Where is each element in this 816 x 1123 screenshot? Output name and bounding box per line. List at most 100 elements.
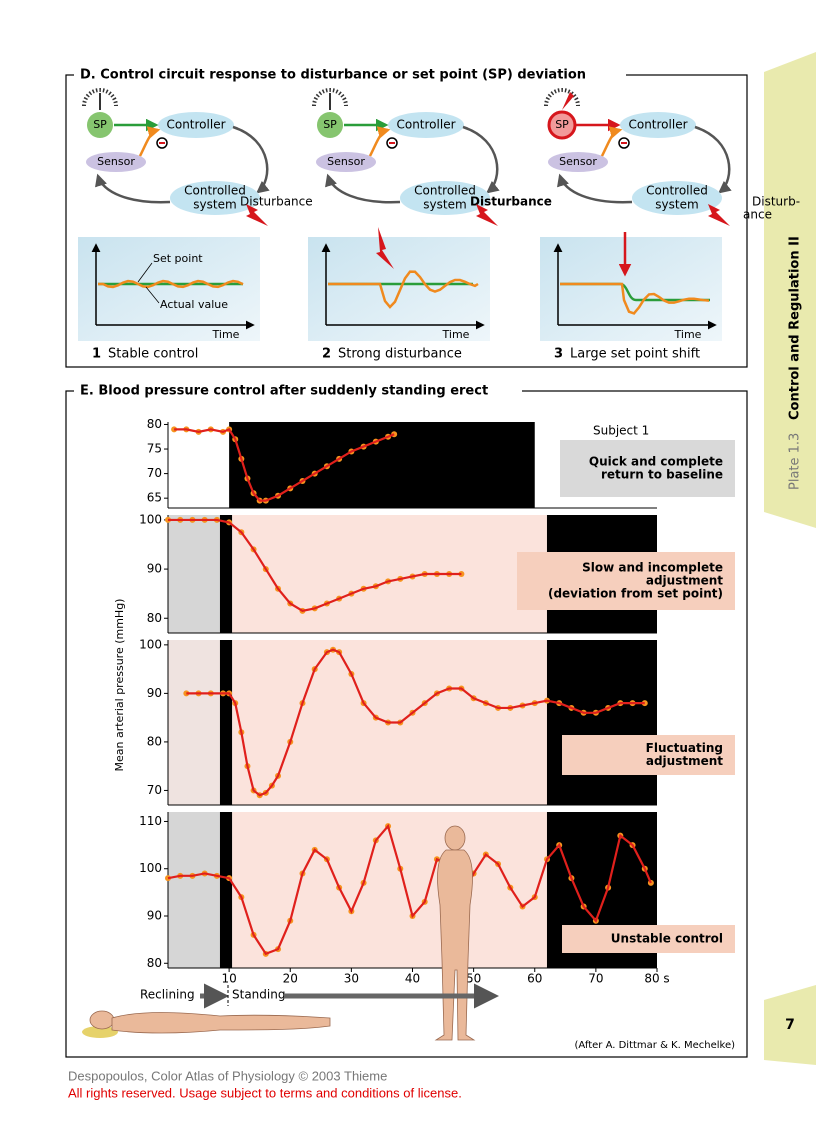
sensor-node	[548, 152, 608, 172]
annotation-box	[517, 552, 735, 610]
sp-label: SP	[323, 118, 337, 131]
panel-number: 3	[554, 347, 563, 362]
x-tick-label: 70	[588, 972, 603, 986]
sp-node	[547, 110, 577, 140]
system-node	[170, 181, 260, 215]
phase-region	[168, 515, 220, 633]
pressure-line	[167, 823, 652, 956]
annotation-text: (deviation from set point)	[548, 587, 723, 601]
disturbance-bolt	[708, 204, 730, 226]
controller-label: Controller	[166, 118, 225, 132]
reclining-label: Reclining	[140, 988, 195, 1002]
page-number: 7	[785, 1017, 795, 1033]
pressure-line	[168, 518, 462, 613]
bp-chart: 80 90 100 Slow and incompleteadjustment(dev…	[139, 512, 735, 634]
system-label: system	[193, 198, 236, 212]
phase-region	[229, 422, 535, 508]
annotation-box	[560, 440, 735, 497]
phase-region	[219, 640, 233, 805]
mini-actual-line	[328, 270, 479, 309]
gauge	[82, 88, 118, 107]
y-tick-label: 75	[147, 442, 162, 456]
mini-graph-bg	[78, 237, 260, 341]
mini-label: Set point	[153, 252, 203, 265]
gauge-needle	[562, 92, 574, 110]
sensor-label: Sensor	[97, 155, 135, 168]
annotation-box	[562, 735, 735, 775]
y-tick-label: 80	[147, 734, 162, 748]
section-d-title: D. Control circuit response to disturban…	[80, 68, 586, 83]
system-node	[632, 181, 722, 215]
system-node	[400, 181, 490, 215]
title-gap	[74, 66, 626, 84]
feedback-arrow	[600, 126, 623, 157]
disturbance-label: Disturbance	[470, 195, 552, 209]
mini-bolt	[376, 227, 394, 269]
x-tick-label: 60	[527, 972, 542, 986]
standing-figure	[434, 825, 476, 1041]
annotation-text: return to baseline	[601, 468, 723, 482]
mini-actual-line	[560, 282, 710, 315]
y-tick-label: 100	[139, 861, 162, 875]
controller-node	[620, 112, 696, 138]
controller-label: Controller	[396, 118, 455, 132]
footer-copyright: Despopoulos, Color Atlas of Physiology ©…	[68, 1068, 387, 1083]
feedback-arrow	[138, 126, 161, 157]
system-label: Controlled	[414, 184, 476, 198]
disturbance-bolt	[476, 204, 498, 226]
title-gap	[74, 382, 522, 400]
sensor-node	[86, 152, 146, 172]
sensing-arrow	[325, 173, 401, 204]
system-label: Controlled	[184, 184, 246, 198]
phase-region	[546, 640, 657, 805]
x-tick-label: 50	[466, 972, 481, 986]
y-tick-label: 110	[139, 814, 162, 828]
sensing-arrow	[95, 173, 171, 204]
y-tick-label: 80	[147, 611, 162, 625]
mini-time-label: Time	[212, 328, 240, 341]
reclining-figure	[82, 1010, 331, 1038]
x-tick-label: 40	[405, 972, 420, 986]
y-tick-label: 90	[147, 562, 162, 576]
disturbance-label: Disturb-	[752, 195, 800, 209]
mini-graph-bg	[308, 237, 490, 341]
disturbance-label: ance	[743, 208, 772, 222]
y-tick-label: 70	[147, 783, 162, 797]
system-label: system	[655, 198, 698, 212]
sensor-label: Sensor	[327, 155, 365, 168]
annotation-text: Slow and incomplete	[582, 561, 723, 575]
controller-label: Controller	[628, 118, 687, 132]
side-label: Plate 1.3 Control and Regulation II	[788, 236, 803, 490]
annotation-text: adjustment	[646, 754, 723, 768]
panel-number: 1	[92, 347, 101, 362]
bp-chart: 80 90 100 110 10 20 30 40 50 60 70 80 s Unstable con…	[139, 812, 735, 986]
y-tick-label: 100	[139, 512, 162, 526]
annotation-text: Unstable control	[611, 932, 723, 946]
sp-label: SP	[555, 118, 569, 131]
sensing-arrow	[557, 173, 633, 204]
side-tab	[764, 52, 816, 528]
controller-node	[158, 112, 234, 138]
annotation-text: Quick and complete	[589, 455, 723, 469]
panel-caption: Large set point shift	[570, 347, 700, 362]
pressure-line	[174, 428, 395, 502]
controller-node	[388, 112, 464, 138]
phase-region	[219, 812, 233, 968]
y-tick-label: 90	[147, 686, 162, 700]
control-arrow	[694, 125, 732, 194]
phase-region	[232, 515, 547, 633]
credit: (After A. Dittmar & K. Mechelke)	[574, 1040, 735, 1051]
y-tick-label: 80	[147, 417, 162, 431]
feedback-arrow	[368, 126, 391, 157]
mini-actual-line	[98, 279, 244, 289]
section-e-title: E. Blood pressure control after suddenly…	[80, 384, 488, 399]
mini-time-label: Time	[442, 328, 470, 341]
annotation-box	[562, 925, 735, 953]
